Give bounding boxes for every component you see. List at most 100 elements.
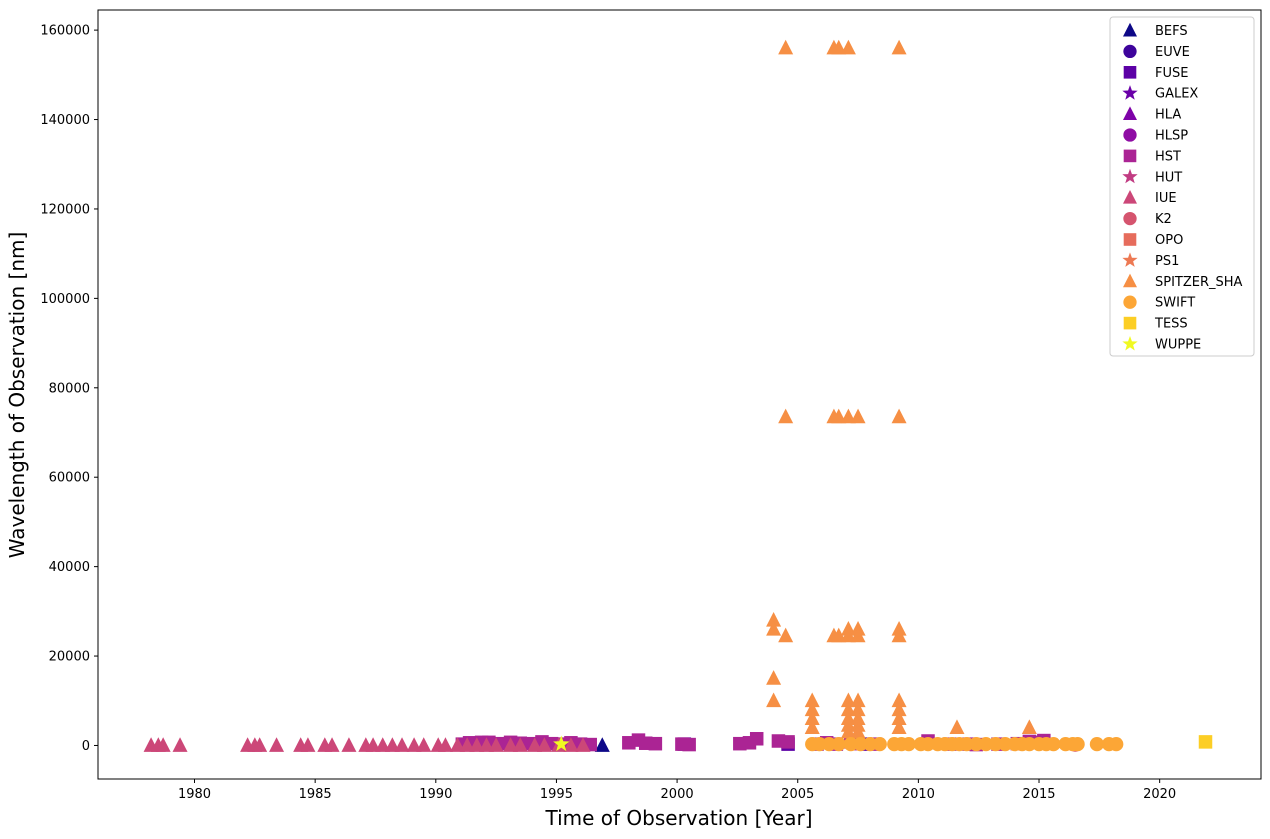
point-iue [563,737,579,752]
point-spitzer-sha [804,719,820,734]
y-tick-label: 20000 [49,650,90,665]
point-spitzer-sha [891,408,907,424]
legend-label-k2: K2 [1155,212,1172,227]
y-axis-label: Wavelength of Observation [nm] [5,232,29,559]
point-iue [155,737,171,752]
point-hst [781,735,795,749]
legend-marker-wuppe [1122,335,1138,351]
legend-marker-galex [1122,85,1138,100]
point-iue [324,737,340,752]
point-iue [341,737,357,752]
legend-label-hst: HST [1155,149,1181,164]
legend-label-ps1: PS1 [1155,254,1179,269]
point-spitzer-sha [766,692,782,708]
point-spitzer-sha [891,692,907,708]
legend-frame [1109,16,1255,357]
point-swift [1089,737,1105,752]
legend-marker-opo [1123,233,1137,246]
point-spitzer-sha [840,627,856,643]
legend-marker-euve [1123,44,1137,59]
legend-marker-hlsp [1123,128,1137,142]
y-tick-label: 160000 [40,24,90,39]
legend-marker-befs [1123,22,1137,37]
point-tess [1198,735,1213,749]
point-iue [384,737,400,752]
point-spitzer-sha [840,39,856,55]
legend-label-fuse: FUSE [1155,66,1188,81]
point-spitzer-sha [766,620,782,636]
x-tick-label: 2015 [1022,787,1055,802]
y-axis-ticks: 0 20000 40000 60000 80000 100000 120000 140000 1… [40,24,98,754]
legend-label-hlsp: HLSP [1155,129,1188,144]
point-swift [831,737,846,752]
point-spitzer-sha [891,701,907,717]
legend: BEFS EUVE FUSE GALEX HLA HLSP HST HUT IUE K2 OPO PS… [1109,16,1255,357]
point-iue [172,737,188,752]
x-tick-label: 1990 [419,787,452,802]
point-iue [437,737,453,752]
legend-label-opo: OPO [1155,233,1183,248]
point-spitzer-sha [804,692,820,708]
point-spitzer-sha [831,408,847,424]
point-spitzer-sha [850,627,866,643]
legend-marker-spitzer-sha [1123,273,1137,288]
y-tick-label: 100000 [40,292,90,307]
point-spitzer-sha [804,701,820,717]
y-tick-label: 80000 [49,381,90,396]
legend-marker-hst [1123,149,1137,163]
x-tick-label: 2020 [1143,787,1176,802]
point-spitzer-sha [850,408,866,424]
point-swift [1046,737,1061,752]
point-spitzer-sha [891,39,907,55]
legend-label-hla: HLA [1155,108,1181,123]
legend-label-spitzer-sha: SPITZER_SHA [1155,275,1243,290]
x-tick-label: 1985 [299,787,332,802]
point-iue [406,737,422,752]
point-iue [416,737,432,752]
point-hst [749,732,764,746]
point-spitzer-sha [766,670,782,685]
x-axis-ticks: 1980 1985 1990 1995 2000 2005 2010 2015 2020 [178,779,1176,802]
point-hst [682,737,696,752]
point-iue [469,737,485,752]
legend-label-galex: GALEX [1155,87,1198,102]
point-iue [478,737,494,752]
y-tick-label: 40000 [49,560,90,575]
legend-marker-k2 [1123,211,1137,226]
legend-marker-hla [1123,106,1137,121]
legend-label-tess: TESS [1154,317,1188,332]
point-befs [594,737,610,752]
point-iue [394,737,410,752]
data-points [143,39,1213,752]
point-wuppe [553,735,570,752]
point-spitzer-sha [840,723,856,739]
x-tick-label: 2010 [902,787,935,802]
legend-label-iue: IUE [1155,191,1177,206]
legend-marker-tess [1123,316,1137,330]
y-tick-label: 120000 [40,202,90,217]
point-iue [512,737,528,752]
legend-label-swift: SWIFT [1155,296,1195,311]
point-spitzer-sha [949,719,965,734]
point-spitzer-sha [840,408,856,424]
y-tick-label: 140000 [40,113,90,128]
point-spitzer-sha [831,39,847,55]
point-iue [527,737,543,752]
point-iue [365,737,381,752]
point-spitzer-sha [891,710,907,726]
point-swift [1070,737,1085,752]
y-tick-label: 60000 [49,471,90,486]
point-spitzer-sha [1021,719,1037,734]
point-spitzer-sha [778,39,794,55]
legend-label-hut: HUT [1155,170,1182,185]
point-spitzer-sha [891,627,907,643]
point-spitzer-sha [840,692,856,708]
point-iue [375,737,391,752]
point-iue [252,737,268,752]
point-iue [300,737,316,752]
legend-marker-fuse [1123,66,1137,79]
legend-marker-hut [1122,168,1138,184]
legend-marker-swift [1123,295,1137,309]
point-iue [269,737,285,752]
